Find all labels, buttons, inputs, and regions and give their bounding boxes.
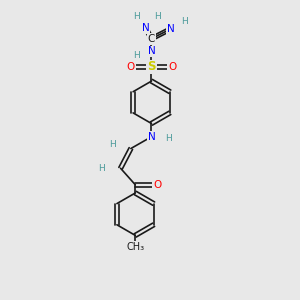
Text: H: H: [98, 164, 105, 173]
Text: H: H: [154, 12, 161, 21]
Text: N: N: [148, 132, 155, 142]
Text: O: O: [168, 62, 176, 72]
Text: N: N: [167, 24, 175, 34]
Text: O: O: [127, 62, 135, 72]
Text: N: N: [142, 23, 149, 33]
Text: C: C: [148, 34, 155, 44]
Text: S: S: [147, 61, 156, 74]
Text: H: H: [109, 140, 116, 149]
Text: CH₃: CH₃: [126, 242, 144, 252]
Text: H: H: [182, 16, 188, 26]
Text: H: H: [134, 51, 140, 60]
Text: H: H: [165, 134, 172, 143]
Text: H: H: [134, 12, 140, 21]
Text: N: N: [148, 46, 155, 56]
Text: O: O: [153, 180, 161, 190]
